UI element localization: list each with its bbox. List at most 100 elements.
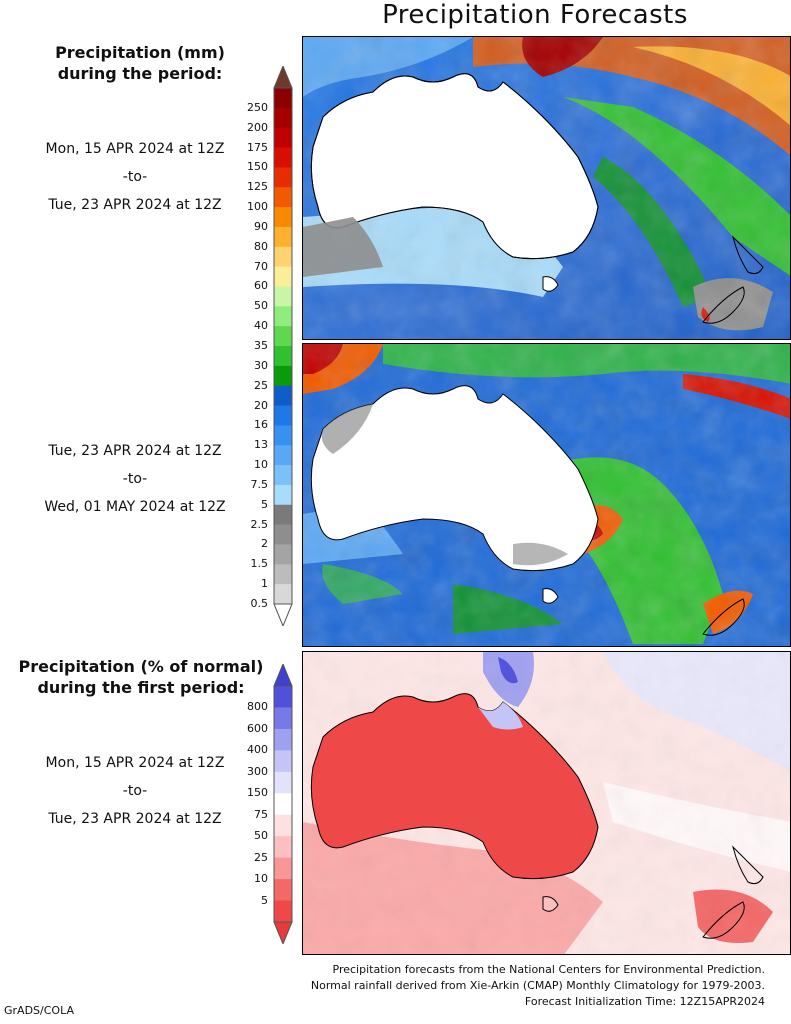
pct-colorbar-label: 300 <box>247 764 268 778</box>
mm-colorbar-label: 60 <box>254 279 268 293</box>
pct-colorbar-swatch <box>274 686 292 708</box>
pct-colorbar-label: 10 <box>254 872 268 886</box>
pct-colorbar-swatch <box>274 707 292 730</box>
mm-colorbar-swatch <box>274 524 292 545</box>
pct-colorbar-bottom-arrow <box>273 921 293 944</box>
pct-colorbar-swatch <box>274 857 292 880</box>
mm-colorbar-label: 2 <box>261 537 268 551</box>
mm-colorbar-swatch <box>274 504 292 526</box>
mm-colorbar-swatch <box>274 584 292 605</box>
mm-colorbar-label: 175 <box>247 140 268 154</box>
pct-colorbar-swatch <box>274 814 292 837</box>
mm-colorbar-swatch <box>274 326 292 347</box>
page-title: Precipitation Forecasts <box>382 0 688 30</box>
mm-colorbar-swatch <box>274 365 292 387</box>
mm-colorbar-label: 200 <box>247 120 268 134</box>
pct-colorbar-swatch <box>274 750 292 773</box>
mm-colorbar-swatch <box>274 405 292 426</box>
mm-colorbar-label: 16 <box>254 418 268 432</box>
pct-colorbar-label: 5 <box>261 893 268 907</box>
mm-colorbar-swatch <box>274 564 292 585</box>
mm-colorbar-label: 80 <box>254 239 268 253</box>
footer-line1: Precipitation forecasts from the Nationa… <box>332 963 766 976</box>
mm-colorbar-swatch <box>274 544 292 565</box>
percent-normal-map <box>303 652 790 954</box>
mm-colorbar-swatch <box>274 107 292 129</box>
pct-colorbar-top-arrow <box>273 664 293 687</box>
pct-colorbar-graphic <box>273 664 293 944</box>
precip-map-period1 <box>303 37 790 339</box>
pct-colorbar-label: 400 <box>247 743 268 757</box>
mm-colorbar-label: 0.5 <box>250 597 269 610</box>
period3-end: Tue, 23 APR 2024 at 12Z <box>48 811 222 827</box>
mm-colorbar-bottom-arrow <box>273 603 293 626</box>
pct-colorbar-swatch <box>274 793 292 816</box>
map-panel-period1 <box>302 36 791 340</box>
period2-to: -to- <box>122 471 148 487</box>
mm-colorbar-swatch <box>274 246 292 268</box>
mm-colorbar-swatch <box>274 266 292 287</box>
map-panel-percent <box>302 651 791 955</box>
pct-colorbar-swatch <box>274 728 292 751</box>
map-panel-period2 <box>302 343 791 647</box>
mm-colorbar-label: 5 <box>261 497 268 511</box>
pct-heading-line2: during the first period: <box>37 678 245 697</box>
mm-colorbar-label: 35 <box>254 339 268 352</box>
mm-colorbar-swatch <box>274 167 292 188</box>
mm-colorbar-swatch <box>274 346 292 367</box>
mm-colorbar-label: 10 <box>254 458 268 472</box>
mm-colorbar-label: 7.5 <box>250 477 269 491</box>
pct-colorbar-swatch <box>274 771 292 794</box>
mm-colorbar-label: 125 <box>247 180 268 194</box>
period2-end: Wed, 01 MAY 2024 at 12Z <box>44 499 226 515</box>
mm-colorbar-label: 90 <box>254 219 268 233</box>
mm-colorbar-label: 40 <box>254 319 268 333</box>
mm-colorbar-swatch <box>274 147 292 168</box>
mm-colorbar-label: 25 <box>254 378 268 392</box>
mm-colorbar-label: 2.5 <box>250 517 269 531</box>
period3-to: -to- <box>122 783 148 799</box>
mm-colorbar-swatch <box>274 207 292 228</box>
mm-colorbar-swatch <box>274 425 292 446</box>
pct-colorbar-label: 150 <box>247 786 268 800</box>
pct-colorbar-label: 75 <box>254 807 268 821</box>
mm-colorbar-label: 100 <box>247 200 268 214</box>
pct-heading-line1: Precipitation (% of normal) <box>18 657 264 676</box>
mm-colorbar-swatch <box>274 286 292 307</box>
footer-notes: Precipitation forecasts from the Nationa… <box>311 962 765 1010</box>
mm-colorbar-swatch <box>274 465 292 486</box>
mm-colorbar-label: 20 <box>254 398 268 412</box>
mm-heading: Precipitation (mm) during the period: <box>0 42 280 84</box>
pct-colorbar-swatch <box>274 900 292 923</box>
mm-colorbar-label: 50 <box>254 299 268 313</box>
period3-start: Mon, 15 APR 2024 at 12Z <box>45 755 225 771</box>
mm-colorbar-swatch <box>274 187 292 208</box>
precip-map-period2 <box>303 344 790 646</box>
mm-heading-line2: during the period: <box>57 64 223 83</box>
pct-heading: Precipitation (% of normal) during the f… <box>0 656 282 698</box>
footer-line3: Forecast Initialization Time: 12Z15APR20… <box>524 995 765 1008</box>
mm-colorbar-swatch <box>274 88 292 109</box>
credit-label: GrADS/COLA <box>4 1004 74 1017</box>
mm-colorbar-label: 13 <box>254 438 268 452</box>
period1-end: Tue, 23 APR 2024 at 12Z <box>48 197 222 213</box>
mm-colorbar-label: 1 <box>261 577 268 591</box>
mm-colorbar-label: 150 <box>247 160 268 174</box>
mm-colorbar-graphic <box>273 66 293 626</box>
mm-colorbar: 250 200 175 150 125 100 90 80 70 60 50 40 35 30 25 20 16… <box>246 66 342 626</box>
mm-colorbar-swatch <box>274 484 292 506</box>
mm-colorbar-label: 1.5 <box>250 557 269 571</box>
pct-colorbar-label: 25 <box>254 850 268 864</box>
mm-colorbar-swatch <box>274 445 292 466</box>
footer-line2: Normal rainfall derived from Xie-Arkin (… <box>310 979 765 992</box>
mm-colorbar-swatch <box>274 127 292 149</box>
pct-colorbar: 800 600 400 300 150 75 50 25 10 5 <box>246 664 342 944</box>
mm-colorbar-swatch <box>274 306 292 327</box>
mm-colorbar-label: 70 <box>254 259 268 273</box>
period1-to: -to- <box>122 169 148 185</box>
pct-colorbar-label: 800 <box>247 700 268 714</box>
period1-start: Mon, 15 APR 2024 at 12Z <box>45 141 225 157</box>
pct-colorbar-label: 600 <box>247 721 268 735</box>
mm-colorbar-label: 30 <box>254 358 268 372</box>
mm-colorbar-swatch <box>274 385 292 407</box>
